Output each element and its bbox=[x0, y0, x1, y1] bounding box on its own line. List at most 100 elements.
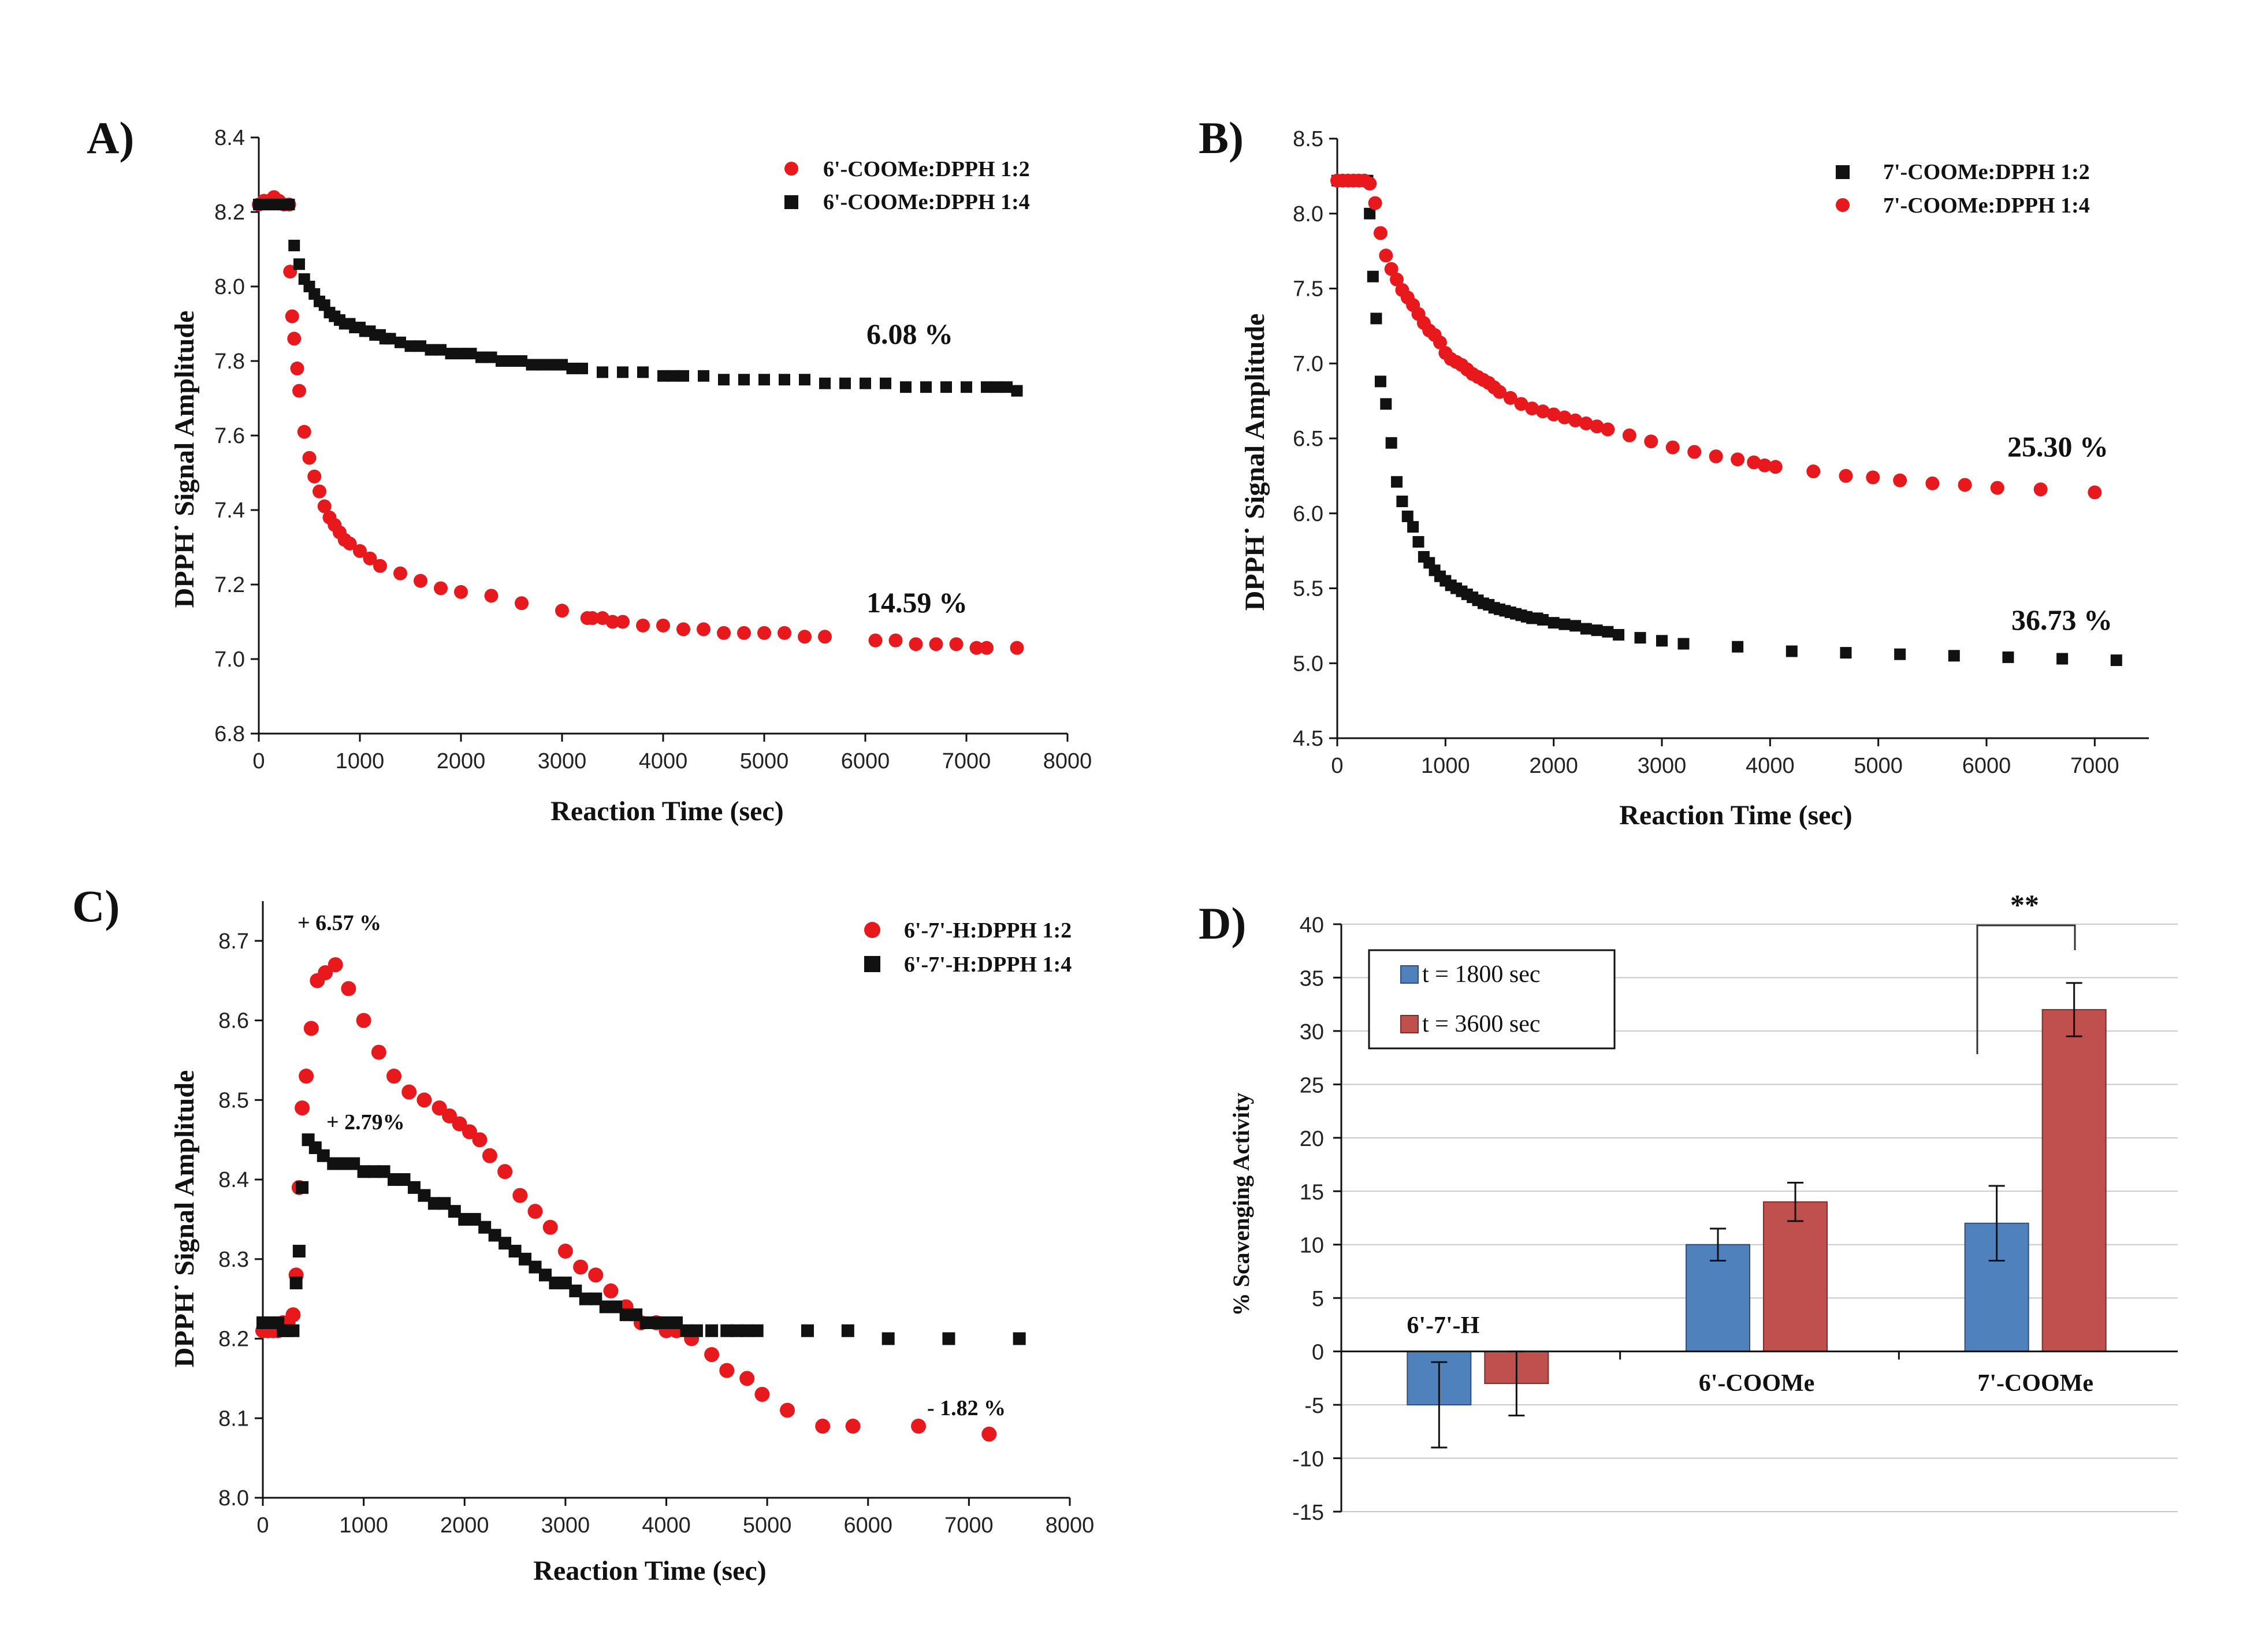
data-point bbox=[1590, 419, 1604, 434]
annotation: - 1.82 % bbox=[927, 1396, 1006, 1420]
data-point bbox=[680, 1324, 693, 1337]
y-tick-label: 6.0 bbox=[1293, 502, 1323, 526]
data-point bbox=[438, 1197, 451, 1210]
data-point bbox=[697, 622, 711, 637]
data-point bbox=[798, 630, 812, 644]
data-point bbox=[288, 240, 300, 252]
data-point bbox=[546, 359, 558, 371]
data-point bbox=[1687, 445, 1702, 459]
y-tick-label: 8.0 bbox=[218, 1486, 249, 1510]
data-point bbox=[929, 637, 943, 652]
data-point bbox=[720, 1324, 734, 1337]
data-point bbox=[475, 351, 487, 363]
legend-label: t = 1800 sec bbox=[1422, 961, 1540, 988]
legend-marker-circle bbox=[1836, 198, 1850, 212]
data-point bbox=[799, 374, 810, 386]
annotation: 6.08 % bbox=[866, 318, 953, 350]
data-point bbox=[738, 374, 750, 386]
legend-marker-circle bbox=[864, 922, 880, 938]
data-point bbox=[542, 1219, 558, 1235]
panel-b: B) 4.5 5.0 5.5 6.0 6.5 7.0 7.5 8.0 8.5 0 1000 2000 3… bbox=[1199, 113, 2149, 831]
data-point bbox=[981, 1426, 997, 1442]
x-axis-label: Reaction Time (sec) bbox=[1619, 800, 1852, 831]
x-tick-label: 7000 bbox=[942, 749, 991, 773]
data-point bbox=[414, 574, 427, 588]
data-point bbox=[1747, 455, 1761, 470]
y-tick-label: 8.5 bbox=[218, 1088, 249, 1113]
series-black-squares bbox=[1331, 174, 2122, 667]
x-tick-label: 3000 bbox=[538, 749, 587, 773]
x-tick-label: 0 bbox=[252, 749, 265, 773]
data-point bbox=[515, 596, 529, 611]
annotation: 36.73 % bbox=[2011, 604, 2112, 636]
data-point bbox=[1370, 312, 1382, 325]
data-point bbox=[371, 1044, 386, 1060]
data-point bbox=[900, 381, 912, 393]
data-point bbox=[678, 370, 689, 382]
data-point bbox=[750, 1324, 764, 1337]
series-black-squares bbox=[253, 199, 1023, 397]
data-point bbox=[283, 199, 295, 211]
panel-a-legend: 6'-COOMe:DPPH 1:2 6'-COOMe:DPPH 1:4 bbox=[784, 157, 1030, 214]
data-point bbox=[297, 425, 311, 439]
data-point bbox=[415, 340, 426, 352]
legend-label: 6'-7'-H:DPPH 1:4 bbox=[904, 952, 1072, 977]
data-point bbox=[1806, 464, 1821, 479]
data-point bbox=[472, 1132, 488, 1148]
data-point bbox=[337, 1157, 350, 1170]
data-point bbox=[1384, 262, 1398, 276]
data-point bbox=[737, 626, 751, 640]
x-tick-label: 5000 bbox=[1854, 754, 1903, 778]
data-point bbox=[1368, 196, 1382, 210]
y-tick-label: 10 bbox=[1300, 1234, 1324, 1258]
data-point bbox=[445, 348, 457, 360]
data-point bbox=[1558, 618, 1571, 630]
data-point bbox=[566, 362, 578, 374]
y-tick-label: 8.3 bbox=[218, 1248, 249, 1272]
x-tick-label: 7000 bbox=[2070, 754, 2119, 778]
data-point bbox=[1893, 473, 1907, 488]
data-point bbox=[603, 1283, 619, 1298]
x-tick-label: 4000 bbox=[639, 749, 688, 773]
data-point bbox=[1656, 635, 1668, 647]
x-tick-label: 8000 bbox=[1046, 1513, 1095, 1538]
data-point bbox=[1001, 381, 1013, 393]
y-tick-label: 0 bbox=[1312, 1341, 1324, 1365]
y-tick-label: 4.5 bbox=[1293, 727, 1323, 751]
data-point bbox=[573, 1259, 589, 1275]
data-point bbox=[705, 1324, 719, 1337]
data-point bbox=[497, 1164, 513, 1180]
y-axis-label: DPPH˙ Signal Amplitude bbox=[169, 311, 200, 608]
data-point bbox=[719, 1363, 735, 1378]
data-point bbox=[318, 965, 333, 980]
x-tick-label: 2000 bbox=[440, 1513, 489, 1538]
legend-label: 7'-COOMe:DPPH 1:2 bbox=[1883, 160, 2090, 184]
y-tick-label: 8.4 bbox=[218, 1168, 249, 1192]
data-point bbox=[478, 1221, 492, 1234]
annotation: + 6.57 % bbox=[297, 911, 381, 935]
data-point bbox=[1894, 648, 1906, 660]
data-point bbox=[780, 1402, 795, 1418]
data-point bbox=[296, 1181, 309, 1194]
data-point bbox=[404, 340, 416, 352]
data-point bbox=[667, 370, 679, 382]
data-point bbox=[452, 1116, 467, 1132]
data-point bbox=[1373, 226, 1388, 240]
data-point bbox=[778, 626, 791, 640]
series-red-circles bbox=[1330, 173, 2102, 500]
y-tick-label: 7.0 bbox=[1293, 352, 1323, 376]
data-point bbox=[462, 1124, 477, 1140]
data-point bbox=[317, 1149, 330, 1162]
data-point bbox=[1412, 536, 1424, 548]
data-point bbox=[526, 359, 538, 371]
data-point bbox=[557, 1244, 573, 1259]
significance-label: ** bbox=[2010, 888, 2039, 921]
data-point bbox=[1840, 647, 1852, 659]
panel-c-label: C) bbox=[72, 881, 120, 931]
data-point bbox=[1665, 440, 1680, 455]
data-point bbox=[1579, 416, 1593, 431]
data-point bbox=[292, 1245, 306, 1258]
data-point bbox=[881, 1332, 895, 1345]
panel-d-legend: t = 1800 sec t = 3600 sec bbox=[1368, 949, 1616, 1050]
data-point bbox=[1757, 458, 1772, 472]
